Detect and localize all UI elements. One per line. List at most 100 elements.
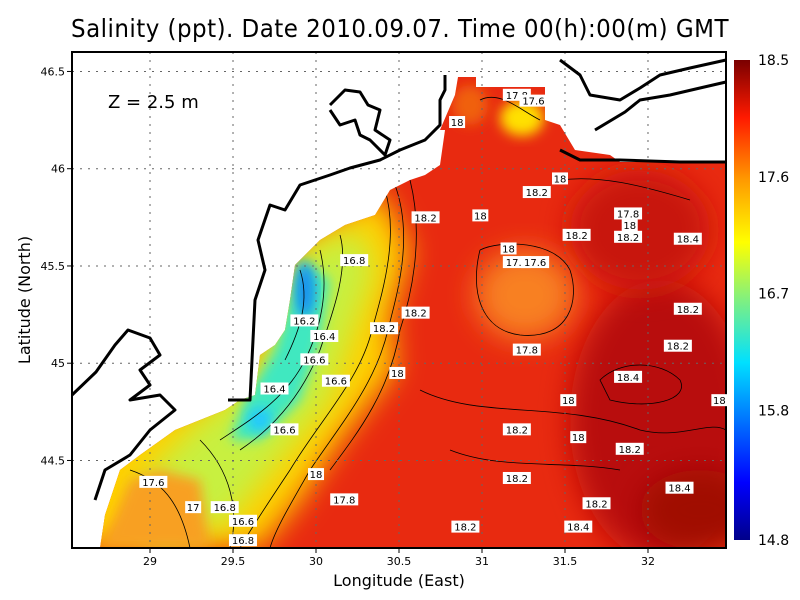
contour-label-background [340, 254, 369, 267]
contour-label-text: 17.8 [333, 495, 355, 506]
contour-line [129, 469, 191, 548]
contour-label: 18.2 [663, 339, 692, 353]
x-axis-label: Longitude (East) [333, 571, 465, 590]
contour-label: 16.8 [228, 534, 257, 547]
contour-label-text: 17.8 [516, 346, 538, 357]
contour-line [449, 449, 621, 471]
contour-label-text: 17.8 [617, 209, 639, 220]
contour-label-background [310, 329, 339, 342]
contour-label-text: 18.2 [565, 231, 587, 242]
contour-line [329, 179, 417, 471]
contour-label-background [663, 339, 692, 352]
contour-label-text: 18.2 [414, 213, 436, 224]
contour-label-background [370, 322, 399, 335]
y-tick-label: 46 [51, 163, 65, 176]
contour-label: 17.8 [512, 343, 541, 357]
contour-label: 18.2 [615, 442, 644, 456]
contour-label: 16.4 [260, 382, 289, 396]
x-tick-label: 30 [309, 555, 323, 568]
contour-label-text: 18.2 [667, 342, 689, 353]
y-tick-label: 45.5 [41, 260, 66, 273]
contour-label: 18.2 [673, 302, 702, 316]
contour-label: 18 [500, 242, 517, 255]
contour-label: 18.4 [564, 520, 593, 534]
contour-label-text: 18 [554, 174, 567, 185]
colorbar-tick-label: 18.5 [758, 53, 789, 69]
contour-label-text: 18 [562, 396, 575, 407]
contour-label-text: 18.2 [677, 305, 699, 316]
contour-label-text: 18.2 [585, 499, 607, 510]
contour-label-text: 18 [310, 470, 323, 481]
contour-label: 17.8 [614, 207, 643, 220]
contour-label-text: 18.2 [619, 445, 641, 456]
y-tick-label: 45 [51, 357, 65, 370]
colorbar-tick-label: 16.7 [758, 287, 789, 303]
contour-label-text: 17.6 [522, 97, 544, 108]
contour-label-text: 16.6 [273, 425, 295, 436]
y-tick-label: 46.5 [41, 65, 66, 78]
contour-label-background [270, 423, 299, 436]
contour-label-text: 18 [391, 369, 404, 380]
contour-label-background [260, 382, 289, 395]
x-tick-label: 30.5 [387, 555, 412, 568]
contour-label-background [451, 520, 480, 533]
contour-label-text: 16.2 [293, 316, 315, 327]
contour-label-background [502, 423, 531, 436]
contour-label-text: 17.8 [506, 258, 528, 269]
contour-label-text: 16.4 [313, 332, 335, 343]
x-axis-ticks: 29 29.5 30 30.5 31 31.5 32 [143, 548, 655, 568]
contour-label-background [522, 186, 551, 199]
contour-label-background [330, 493, 359, 506]
contour-label: 18 [570, 431, 587, 444]
contour-label-background [512, 343, 541, 356]
contour-label-background [521, 256, 550, 269]
contour-label: 18.2 [502, 471, 531, 485]
grid-lines [72, 52, 726, 548]
contour-label-background [210, 501, 239, 514]
contour-label-background [560, 394, 577, 407]
contour-label-text: 18.4 [567, 523, 589, 534]
contour-label-text: 16.6 [303, 355, 325, 366]
contour-label-text: 17.6 [524, 258, 546, 269]
contour-label-text: 16.8 [343, 256, 365, 267]
contour-line [239, 234, 344, 451]
contour-label-background [389, 366, 406, 379]
contour-line [599, 364, 682, 405]
contour-label: 16.2 [290, 314, 319, 327]
salinity-field [100, 77, 726, 548]
contour-label-background [500, 242, 517, 255]
contour-label-text: 18 [713, 396, 726, 407]
contour-label: 18 [308, 468, 325, 481]
contour-label: 18.2 [582, 497, 611, 510]
contour-label: 18.4 [614, 370, 643, 384]
contour-label: 16.8 [210, 501, 239, 514]
chart-title: Salinity (ppt). Date 2010.09.07. Time 00… [71, 14, 729, 43]
contour-label: 18.2 [614, 230, 643, 244]
contour-label-background [300, 353, 329, 366]
contour-label-text: 16.4 [263, 385, 285, 396]
contour-label-text: 18.2 [404, 309, 426, 320]
colorbar-ticks: 18.5 17.6 16.7 15.8 14.8 [758, 53, 789, 549]
contour-line [479, 96, 541, 121]
contour-label: 18.2 [502, 423, 531, 436]
contour-label-background [673, 232, 702, 245]
contour-label-background [614, 207, 643, 220]
contour-label: 17 [185, 501, 202, 514]
contour-label: 18 [711, 394, 728, 407]
contour-label-background [472, 209, 489, 222]
contour-label-text: 17.6 [142, 478, 164, 489]
contour-label-text: 18.4 [668, 484, 690, 495]
contour-label-text: 18 [451, 118, 464, 129]
contour-label-background [519, 94, 548, 107]
contour-label-background [411, 211, 440, 224]
contour-label: 18.2 [370, 322, 399, 335]
contour-label-text: 18 [474, 211, 487, 222]
contour-label-background [228, 534, 257, 547]
contour-label: 18 [552, 172, 569, 185]
contour-label-text: 18.2 [373, 324, 395, 335]
colorbar-tick-label: 15.8 [758, 403, 789, 419]
y-tick-label: 44.5 [41, 454, 66, 467]
contour-label: 18.2 [522, 186, 551, 199]
